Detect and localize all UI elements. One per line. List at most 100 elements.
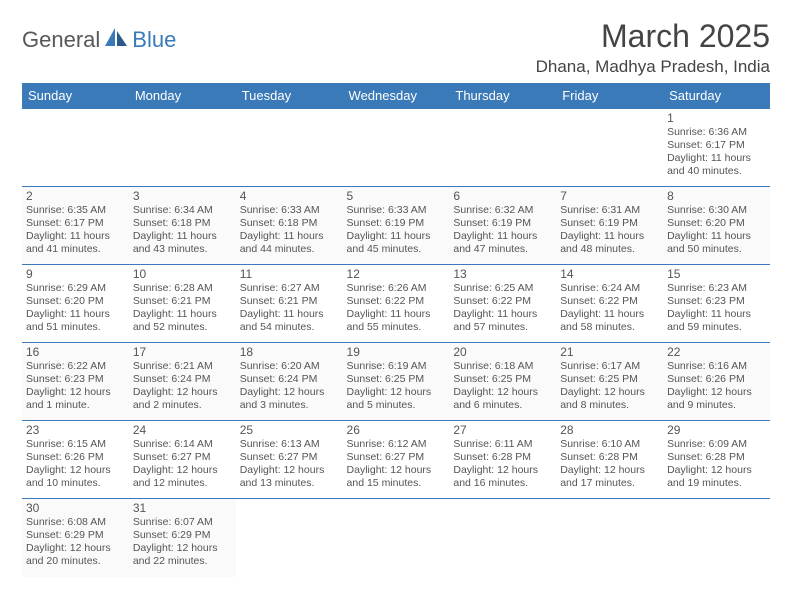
daylight-text: Daylight: 12 hours and 6 minutes. — [453, 386, 552, 412]
sunrise-text: Sunrise: 6:23 AM — [667, 282, 766, 295]
calendar-cell — [556, 109, 663, 187]
sunset-text: Sunset: 6:20 PM — [26, 295, 125, 308]
daylight-text: Daylight: 12 hours and 17 minutes. — [560, 464, 659, 490]
daylight-text: Daylight: 12 hours and 19 minutes. — [667, 464, 766, 490]
sunrise-text: Sunrise: 6:07 AM — [133, 516, 232, 529]
day-info: Sunrise: 6:36 AMSunset: 6:17 PMDaylight:… — [667, 126, 766, 179]
sunrise-text: Sunrise: 6:33 AM — [240, 204, 339, 217]
page-title: March 2025 — [536, 18, 770, 55]
day-info: Sunrise: 6:34 AMSunset: 6:18 PMDaylight:… — [133, 204, 232, 257]
day-number: 24 — [133, 423, 232, 437]
calendar-week: 16Sunrise: 6:22 AMSunset: 6:23 PMDayligh… — [22, 343, 770, 421]
sunrise-text: Sunrise: 6:09 AM — [667, 438, 766, 451]
calendar-cell: 27Sunrise: 6:11 AMSunset: 6:28 PMDayligh… — [449, 421, 556, 499]
sunset-text: Sunset: 6:25 PM — [560, 373, 659, 386]
calendar-cell: 11Sunrise: 6:27 AMSunset: 6:21 PMDayligh… — [236, 265, 343, 343]
sunrise-text: Sunrise: 6:19 AM — [347, 360, 446, 373]
sunset-text: Sunset: 6:29 PM — [133, 529, 232, 542]
daylight-text: Daylight: 11 hours and 45 minutes. — [347, 230, 446, 256]
day-info: Sunrise: 6:08 AMSunset: 6:29 PMDaylight:… — [26, 516, 125, 569]
day-header: Wednesday — [343, 83, 450, 109]
day-number: 3 — [133, 189, 232, 203]
sunset-text: Sunset: 6:21 PM — [133, 295, 232, 308]
day-number: 9 — [26, 267, 125, 281]
day-number: 4 — [240, 189, 339, 203]
daylight-text: Daylight: 11 hours and 47 minutes. — [453, 230, 552, 256]
day-number: 28 — [560, 423, 659, 437]
sunset-text: Sunset: 6:25 PM — [453, 373, 552, 386]
daylight-text: Daylight: 12 hours and 5 minutes. — [347, 386, 446, 412]
calendar-body: 1Sunrise: 6:36 AMSunset: 6:17 PMDaylight… — [22, 109, 770, 577]
day-number: 19 — [347, 345, 446, 359]
sunrise-text: Sunrise: 6:16 AM — [667, 360, 766, 373]
page-header: General Blue March 2025 Dhana, Madhya Pr… — [22, 18, 770, 77]
sunset-text: Sunset: 6:24 PM — [240, 373, 339, 386]
day-number: 8 — [667, 189, 766, 203]
day-info: Sunrise: 6:09 AMSunset: 6:28 PMDaylight:… — [667, 438, 766, 491]
daylight-text: Daylight: 12 hours and 1 minute. — [26, 386, 125, 412]
calendar-week: 9Sunrise: 6:29 AMSunset: 6:20 PMDaylight… — [22, 265, 770, 343]
sunrise-text: Sunrise: 6:36 AM — [667, 126, 766, 139]
day-info: Sunrise: 6:33 AMSunset: 6:18 PMDaylight:… — [240, 204, 339, 257]
day-number: 6 — [453, 189, 552, 203]
sunrise-text: Sunrise: 6:11 AM — [453, 438, 552, 451]
calendar-cell — [343, 499, 450, 577]
daylight-text: Daylight: 11 hours and 40 minutes. — [667, 152, 766, 178]
day-info: Sunrise: 6:18 AMSunset: 6:25 PMDaylight:… — [453, 360, 552, 413]
daylight-text: Daylight: 12 hours and 20 minutes. — [26, 542, 125, 568]
sunrise-text: Sunrise: 6:24 AM — [560, 282, 659, 295]
daylight-text: Daylight: 12 hours and 13 minutes. — [240, 464, 339, 490]
day-number: 22 — [667, 345, 766, 359]
day-number: 10 — [133, 267, 232, 281]
day-info: Sunrise: 6:28 AMSunset: 6:21 PMDaylight:… — [133, 282, 232, 335]
calendar-cell: 4Sunrise: 6:33 AMSunset: 6:18 PMDaylight… — [236, 187, 343, 265]
day-info: Sunrise: 6:12 AMSunset: 6:27 PMDaylight:… — [347, 438, 446, 491]
calendar-cell: 31Sunrise: 6:07 AMSunset: 6:29 PMDayligh… — [129, 499, 236, 577]
calendar-cell: 17Sunrise: 6:21 AMSunset: 6:24 PMDayligh… — [129, 343, 236, 421]
daylight-text: Daylight: 12 hours and 3 minutes. — [240, 386, 339, 412]
calendar-cell: 30Sunrise: 6:08 AMSunset: 6:29 PMDayligh… — [22, 499, 129, 577]
sunset-text: Sunset: 6:27 PM — [347, 451, 446, 464]
day-info: Sunrise: 6:30 AMSunset: 6:20 PMDaylight:… — [667, 204, 766, 257]
calendar-cell: 6Sunrise: 6:32 AMSunset: 6:19 PMDaylight… — [449, 187, 556, 265]
calendar-cell: 23Sunrise: 6:15 AMSunset: 6:26 PMDayligh… — [22, 421, 129, 499]
sunset-text: Sunset: 6:23 PM — [667, 295, 766, 308]
day-number: 5 — [347, 189, 446, 203]
sunrise-text: Sunrise: 6:15 AM — [26, 438, 125, 451]
day-number: 26 — [347, 423, 446, 437]
day-number: 25 — [240, 423, 339, 437]
day-header: Friday — [556, 83, 663, 109]
sunrise-text: Sunrise: 6:35 AM — [26, 204, 125, 217]
sunrise-text: Sunrise: 6:18 AM — [453, 360, 552, 373]
day-info: Sunrise: 6:20 AMSunset: 6:24 PMDaylight:… — [240, 360, 339, 413]
sunset-text: Sunset: 6:19 PM — [453, 217, 552, 230]
day-header-row: SundayMondayTuesdayWednesdayThursdayFrid… — [22, 83, 770, 109]
day-number: 29 — [667, 423, 766, 437]
day-info: Sunrise: 6:10 AMSunset: 6:28 PMDaylight:… — [560, 438, 659, 491]
sunset-text: Sunset: 6:26 PM — [26, 451, 125, 464]
calendar-cell: 7Sunrise: 6:31 AMSunset: 6:19 PMDaylight… — [556, 187, 663, 265]
calendar-cell — [129, 109, 236, 187]
sunrise-text: Sunrise: 6:17 AM — [560, 360, 659, 373]
calendar-cell: 2Sunrise: 6:35 AMSunset: 6:17 PMDaylight… — [22, 187, 129, 265]
daylight-text: Daylight: 11 hours and 55 minutes. — [347, 308, 446, 334]
day-info: Sunrise: 6:11 AMSunset: 6:28 PMDaylight:… — [453, 438, 552, 491]
calendar-cell: 1Sunrise: 6:36 AMSunset: 6:17 PMDaylight… — [663, 109, 770, 187]
calendar-cell: 19Sunrise: 6:19 AMSunset: 6:25 PMDayligh… — [343, 343, 450, 421]
daylight-text: Daylight: 12 hours and 9 minutes. — [667, 386, 766, 412]
sunset-text: Sunset: 6:22 PM — [453, 295, 552, 308]
day-info: Sunrise: 6:21 AMSunset: 6:24 PMDaylight:… — [133, 360, 232, 413]
day-number: 18 — [240, 345, 339, 359]
calendar-week: 2Sunrise: 6:35 AMSunset: 6:17 PMDaylight… — [22, 187, 770, 265]
sunrise-text: Sunrise: 6:28 AM — [133, 282, 232, 295]
sunrise-text: Sunrise: 6:32 AM — [453, 204, 552, 217]
daylight-text: Daylight: 11 hours and 58 minutes. — [560, 308, 659, 334]
calendar-cell — [449, 109, 556, 187]
sunrise-text: Sunrise: 6:10 AM — [560, 438, 659, 451]
sunset-text: Sunset: 6:28 PM — [560, 451, 659, 464]
daylight-text: Daylight: 12 hours and 22 minutes. — [133, 542, 232, 568]
day-number: 2 — [26, 189, 125, 203]
day-header: Tuesday — [236, 83, 343, 109]
sunrise-text: Sunrise: 6:25 AM — [453, 282, 552, 295]
calendar-cell: 9Sunrise: 6:29 AMSunset: 6:20 PMDaylight… — [22, 265, 129, 343]
